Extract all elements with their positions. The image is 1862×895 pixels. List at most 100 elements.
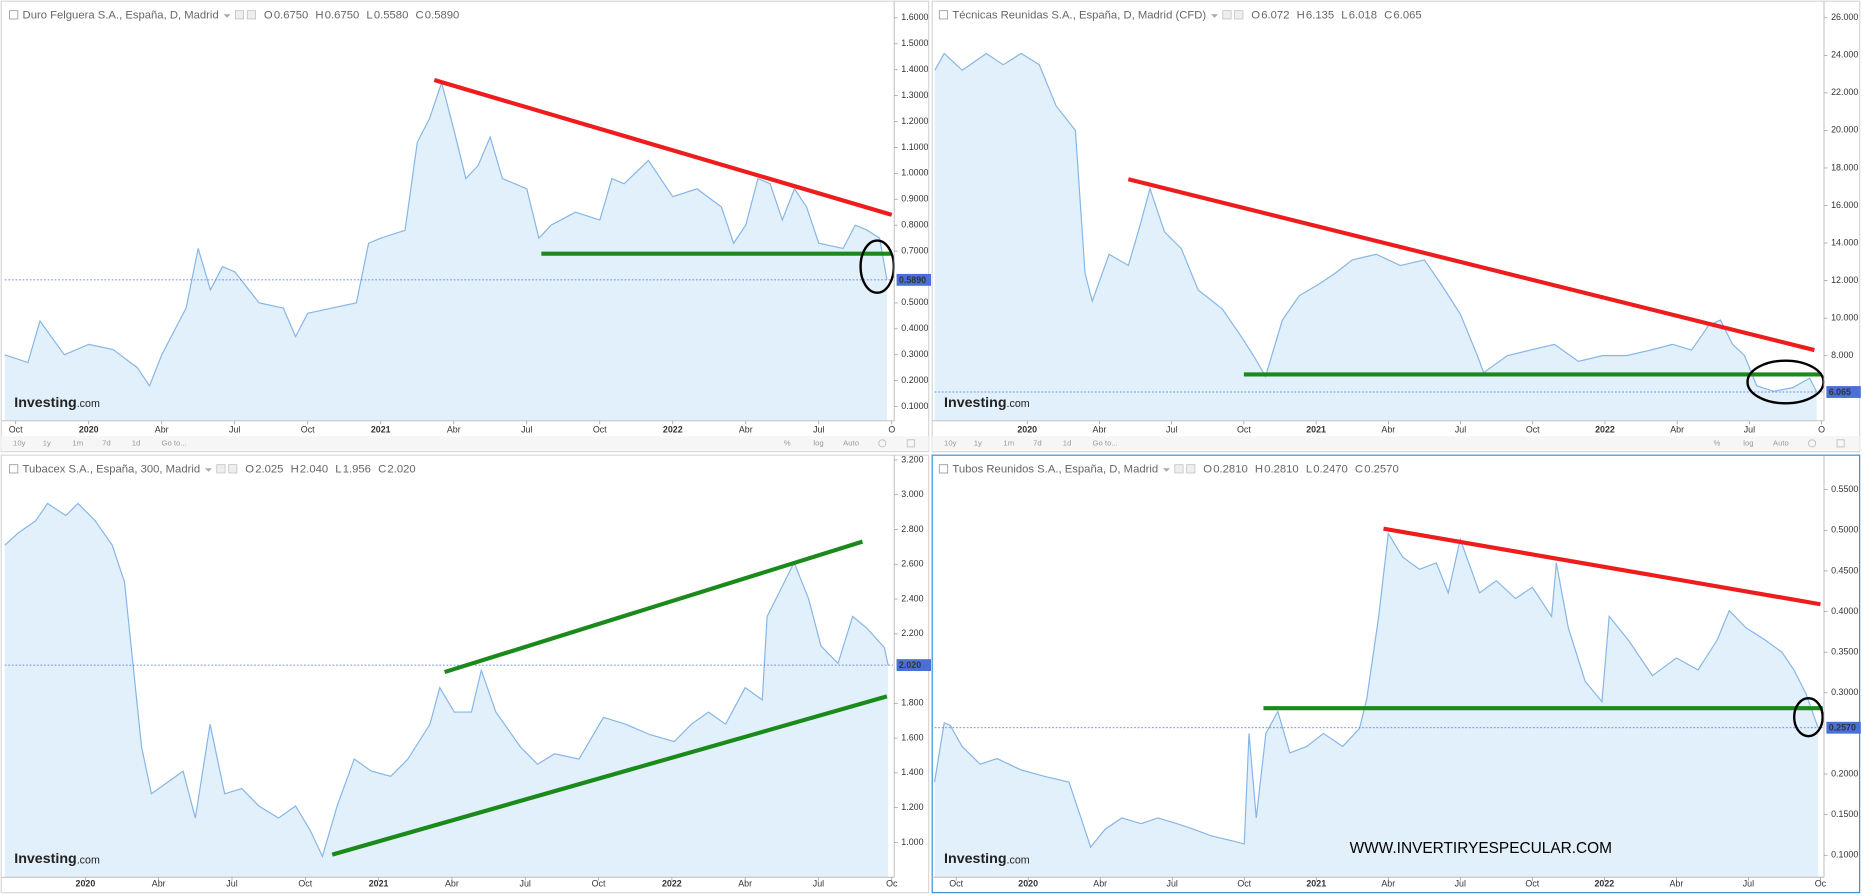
- toolbar-button[interactable]: %: [1714, 438, 1721, 447]
- x-tick-label: 2021: [1306, 425, 1326, 435]
- chart-title: Técnicas Reunidas S.A., España, D, Madri…: [952, 9, 1206, 21]
- x-tick-label: Oc: [1815, 879, 1827, 889]
- ohlc-name: H: [1297, 9, 1305, 21]
- x-tick-label: Abr: [445, 879, 459, 889]
- logo: .com: [77, 398, 100, 410]
- ohlc-value: 2.025: [255, 463, 283, 475]
- x-tick-label: Jul: [813, 425, 824, 435]
- y-tick-label: 26.000: [1831, 12, 1858, 22]
- x-tick-label: 2020: [1017, 425, 1037, 435]
- y-tick-label: 1.6000: [901, 12, 928, 22]
- y-tick-label: 1.5000: [901, 38, 928, 48]
- x-tick-label: Oct: [9, 425, 23, 435]
- x-tick-label: Abr: [1381, 879, 1395, 889]
- toolbar-button[interactable]: log: [813, 438, 823, 447]
- toolbar-button[interactable]: 1y: [974, 438, 982, 447]
- y-tick-label: 0.1500: [1831, 809, 1858, 819]
- toolbar-button[interactable]: log: [1743, 438, 1753, 447]
- trend-line: [1383, 526, 1821, 607]
- y-tick-label: 1.1000: [901, 142, 928, 152]
- y-tick-label: 0.5500: [1831, 484, 1858, 494]
- y-tick-label: 0.5000: [1831, 525, 1858, 535]
- toolbar-button[interactable]: Go to...: [162, 438, 187, 447]
- ohlc-name: C: [415, 9, 423, 21]
- x-tick-label: Abr: [155, 425, 169, 435]
- y-tick-label: 2.200: [901, 628, 923, 638]
- x-tick-label: 2021: [369, 879, 389, 889]
- toolbar-button[interactable]: 1y: [43, 438, 51, 447]
- y-tick-label: 0.4000: [1831, 606, 1858, 616]
- dropdown-icon: [204, 468, 213, 472]
- y-tick-label: 0.2000: [1831, 768, 1858, 778]
- x-tick-label: 2022: [663, 425, 683, 435]
- chart-title: Tubacex S.A., España, 300, Madrid: [23, 463, 201, 475]
- dropdown-icon: [1162, 468, 1171, 472]
- y-tick-label: 0.9000: [901, 194, 928, 204]
- area-fill: [4, 82, 887, 421]
- x-tick-label: Oct: [298, 879, 312, 889]
- y-tick-label: 20.000: [1831, 125, 1858, 135]
- toolbar-button[interactable]: Auto: [1773, 438, 1789, 447]
- x-tick-label: Abr: [739, 425, 753, 435]
- ohlc-value: 0.5580: [374, 9, 408, 21]
- settings-icon: [1174, 464, 1184, 474]
- ohlc-name: H: [1255, 463, 1263, 475]
- trend-line: [443, 539, 864, 675]
- toolbar-button[interactable]: Auto: [843, 438, 859, 447]
- logo: Investing: [944, 851, 1006, 867]
- ohlc-name: L: [366, 9, 372, 21]
- x-tick-label: 2022: [662, 879, 682, 889]
- price-line: [4, 502, 889, 859]
- x-tick-label: Oct: [593, 425, 607, 435]
- x-tick-label: Oct: [1526, 425, 1540, 435]
- last-price-tag: [1826, 721, 1861, 734]
- x-tick-label: Jul: [521, 425, 532, 435]
- area-fill: [4, 503, 889, 878]
- last-price-label: 0.5890: [899, 275, 926, 285]
- settings-icon: [246, 10, 256, 20]
- toolbar-button[interactable]: 1m: [72, 438, 83, 447]
- y-tick-label: 0.4500: [1831, 565, 1858, 575]
- toolbar: [1, 436, 929, 451]
- chart-title: Tubos Reunidos S.A., España, D, Madrid: [952, 463, 1158, 475]
- logo: .com: [77, 854, 100, 866]
- toolbar-button[interactable]: %: [784, 438, 791, 447]
- x-tick-label: Oct: [592, 879, 606, 889]
- y-tick-label: 14.000: [1831, 237, 1858, 247]
- area-fill: [934, 53, 1817, 421]
- x-tick-label: Oct: [1237, 879, 1251, 889]
- ohlc-value: 6.018: [1349, 9, 1377, 21]
- x-tick-label: Jul: [1744, 425, 1755, 435]
- toolbar-button[interactable]: Go to...: [1093, 438, 1118, 447]
- x-tick-label: Abr: [1381, 425, 1395, 435]
- ohlc-value: 0.5890: [425, 9, 459, 21]
- toolbar-button[interactable]: 1d: [1063, 438, 1072, 447]
- collapse-icon: [938, 464, 949, 474]
- toolbar-button[interactable]: 7d: [102, 438, 111, 447]
- y-tick-label: 0.3500: [1831, 647, 1858, 657]
- logo: Investing: [14, 851, 76, 867]
- y-tick-label: 0.4000: [901, 323, 928, 333]
- toolbar-button[interactable]: 1d: [132, 438, 141, 447]
- trend-line: [1127, 177, 1815, 353]
- settings-icon: [1234, 10, 1244, 20]
- y-tick-label: 3.000: [901, 489, 923, 499]
- x-tick-label: Jul: [226, 879, 237, 889]
- y-tick-label: 12.000: [1831, 275, 1858, 285]
- settings-icon: [1222, 10, 1232, 20]
- x-tick-label: O: [1818, 425, 1825, 435]
- toolbar-button[interactable]: 1m: [1003, 438, 1014, 447]
- toolbar-button[interactable]: 10y: [944, 438, 957, 447]
- y-tick-label: 1.800: [901, 698, 923, 708]
- x-tick-label: Jul: [1455, 425, 1466, 435]
- y-tick-label: 0.5000: [901, 297, 928, 307]
- ohlc-value: 6.065: [1393, 9, 1421, 21]
- y-tick-label: 0.1000: [1831, 850, 1858, 860]
- toolbar-icon: [906, 439, 915, 448]
- trend-line: [331, 694, 888, 857]
- highlight-circle: [1746, 359, 1825, 405]
- x-tick-label: 2020: [1018, 879, 1038, 889]
- toolbar-button[interactable]: 10y: [13, 438, 26, 447]
- toolbar-button[interactable]: 7d: [1033, 438, 1042, 447]
